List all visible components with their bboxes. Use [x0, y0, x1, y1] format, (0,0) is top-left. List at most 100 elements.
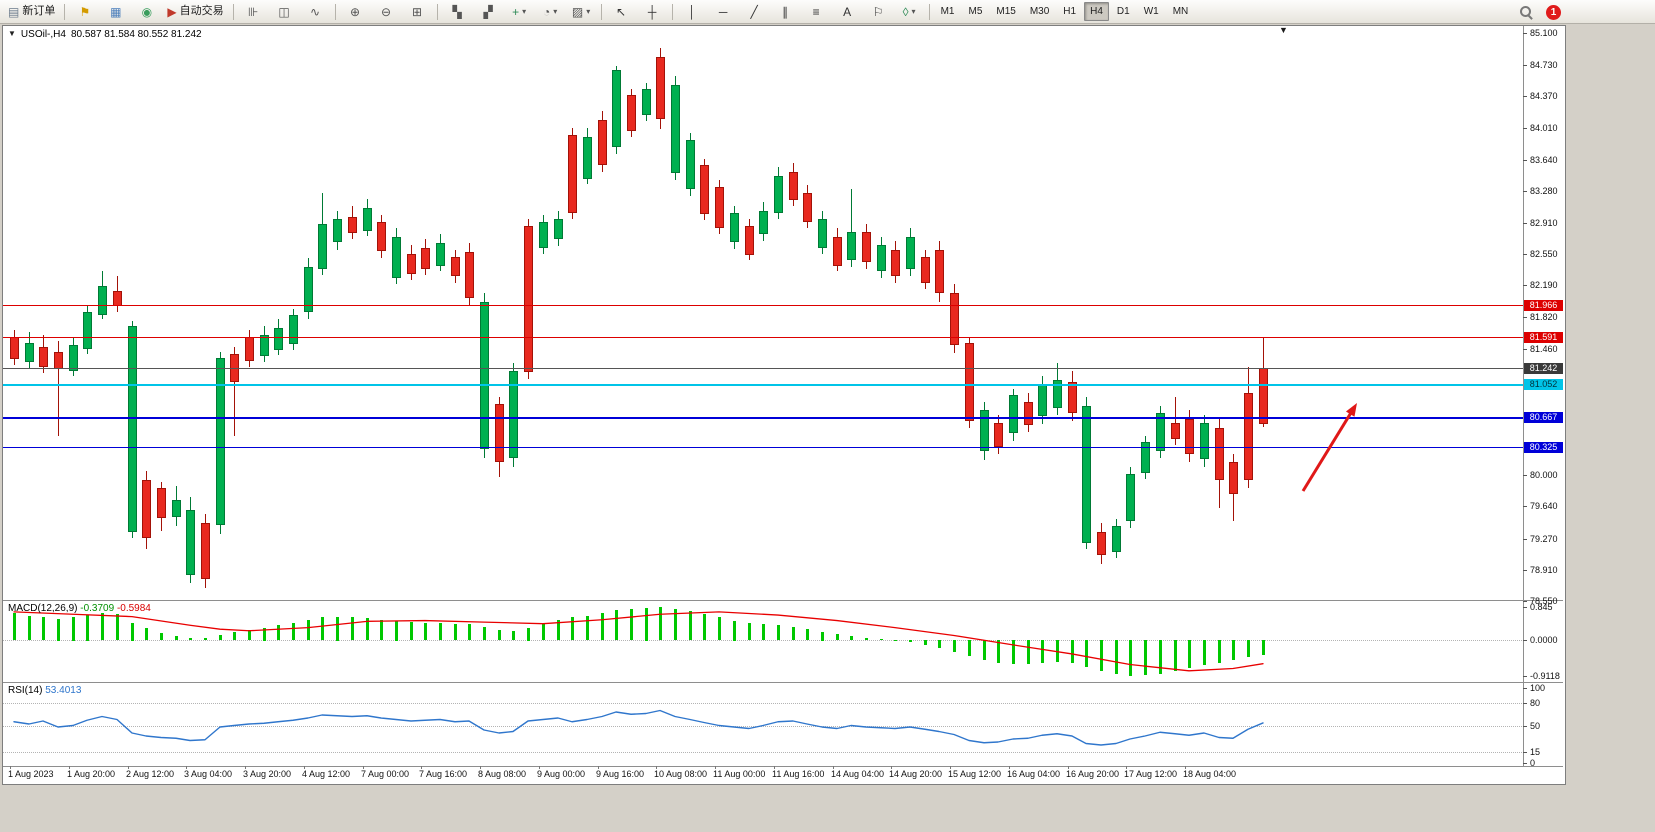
- template-button[interactable]: ▨ ▾: [567, 1, 596, 22]
- timeframe-w1[interactable]: W1: [1143, 6, 1159, 17]
- timeframe-m15[interactable]: M15: [996, 6, 1016, 17]
- price-tick-label: 82.190: [1530, 280, 1558, 290]
- horizontal-line-81.966[interactable]: [3, 305, 1523, 306]
- time-tick-mark: [128, 766, 129, 769]
- tile-windows-icon[interactable]: ⊞: [403, 1, 432, 22]
- price-tick-label: 78.910: [1530, 565, 1558, 575]
- horizontal-line-81.242[interactable]: [3, 368, 1523, 369]
- macd-histogram-bar: [1203, 640, 1206, 665]
- time-tick-mark: [1009, 766, 1010, 769]
- timeframe-mn[interactable]: MN: [1172, 6, 1189, 17]
- crosshair-icon[interactable]: ┼: [638, 1, 667, 22]
- candle-body: [1200, 423, 1209, 459]
- candle-body: [304, 267, 313, 312]
- macd-tick-label: 0.0000: [1530, 635, 1558, 645]
- shapes-button[interactable]: ◊ ▾: [895, 1, 924, 22]
- search-icon-circle: [1520, 6, 1531, 17]
- candle-body: [54, 352, 63, 369]
- time-tick-mark: [10, 766, 11, 769]
- macd-histogram-bar: [1071, 640, 1074, 663]
- cascade-icon[interactable]: ▞: [474, 1, 503, 22]
- periods-button[interactable]: ◔ ▾: [536, 1, 565, 22]
- candle-body: [1009, 395, 1018, 433]
- cursor-icon[interactable]: ↖: [607, 1, 636, 22]
- market-watch-icon[interactable]: ▦: [101, 1, 130, 22]
- price-tick-label: 80.000: [1530, 470, 1558, 480]
- candle-body: [142, 480, 151, 538]
- periods-icon: ◔: [542, 4, 551, 19]
- candle-body: [598, 120, 607, 165]
- rsi-tick-mark: [1523, 752, 1527, 753]
- panel-splitter[interactable]: [3, 600, 1563, 601]
- auto-arrange-icon[interactable]: ▚: [443, 1, 472, 22]
- navigator-icon[interactable]: ◉: [132, 1, 161, 22]
- line-chart-icon[interactable]: ∿: [301, 1, 330, 22]
- toolbar-separator: [64, 3, 66, 20]
- arrows-icon[interactable]: ⚐: [864, 1, 893, 22]
- zoom-out-icon[interactable]: ⊖: [372, 1, 401, 22]
- macd-histogram-bar: [542, 624, 545, 640]
- price-tick-label: 78.550: [1530, 596, 1558, 606]
- channel-icon[interactable]: ∥: [771, 1, 800, 22]
- time-tick-mark: [421, 766, 422, 769]
- macd-histogram-bar: [997, 640, 1000, 663]
- macd-histogram-bar: [1232, 640, 1235, 660]
- autotrading-button[interactable]: ▶ 自动交易: [163, 1, 227, 22]
- timeframe-h1[interactable]: H1: [1063, 6, 1077, 17]
- time-label: 1 Aug 2023: [8, 769, 54, 779]
- text-icon[interactable]: A: [833, 1, 862, 22]
- bar-chart-icon[interactable]: ⊪: [239, 1, 268, 22]
- timeframe-d1[interactable]: D1: [1116, 6, 1130, 17]
- dropdown-arrow-icon: ▾: [586, 6, 591, 16]
- candle-body: [1024, 402, 1033, 425]
- time-label: 17 Aug 12:00: [1124, 769, 1178, 779]
- horizontal-line-81.052[interactable]: [3, 384, 1523, 386]
- time-tick-mark: [715, 766, 716, 769]
- timeframe-h4[interactable]: H4: [1084, 2, 1109, 21]
- price-tick-mark: [1523, 601, 1527, 602]
- indicators-button[interactable]: + ▾: [505, 1, 534, 22]
- vertical-line-icon[interactable]: │: [678, 1, 707, 22]
- timeframe-m1[interactable]: M1: [940, 6, 955, 17]
- horizontal-line-icon[interactable]: ─: [709, 1, 738, 22]
- candle-body: [1112, 526, 1121, 552]
- new-order-button[interactable]: ▤ 新订单: [4, 1, 59, 22]
- panel-splitter[interactable]: [3, 682, 1563, 683]
- candle-body: [480, 302, 489, 449]
- macd-histogram-bar: [1218, 640, 1221, 663]
- alert-icon[interactable]: ⚑: [70, 1, 99, 22]
- price-tick-label: 83.280: [1530, 186, 1558, 196]
- time-label: 9 Aug 00:00: [537, 769, 586, 779]
- time-tick-mark: [656, 766, 657, 769]
- candle-body: [39, 347, 48, 367]
- candle-wick: [58, 341, 59, 436]
- trendline-icon[interactable]: ╱: [740, 1, 769, 22]
- macd-histogram-bar: [659, 607, 662, 640]
- candle-body: [1156, 413, 1165, 451]
- price-tick-mark: [1523, 65, 1527, 66]
- macd-histogram-bar: [13, 613, 16, 640]
- search-icon[interactable]: [1518, 4, 1534, 20]
- notification-badge[interactable]: 1: [1546, 4, 1561, 20]
- price-badge-80.667: 80.667: [1524, 412, 1563, 423]
- timeframe-m5[interactable]: M5: [968, 6, 983, 17]
- fibonacci-icon[interactable]: ≡: [802, 1, 831, 22]
- zoom-in-icon[interactable]: ⊕: [341, 1, 370, 22]
- horizontal-line-81.591[interactable]: [3, 337, 1523, 338]
- candle-body: [274, 328, 283, 350]
- timeframe-m30[interactable]: M30: [1029, 6, 1050, 17]
- candle-body: [348, 217, 357, 233]
- candle-body: [113, 291, 122, 306]
- macd-histogram-bar: [512, 631, 515, 640]
- macd-histogram-bar: [953, 640, 956, 652]
- candle-body: [730, 213, 739, 242]
- macd-histogram-bar: [468, 624, 471, 640]
- macd-histogram-bar: [72, 617, 75, 641]
- horizontal-line-80.325[interactable]: [3, 447, 1523, 448]
- horizontal-line-80.667[interactable]: [3, 417, 1523, 419]
- symbol-dropdown-icon[interactable]: ▼: [8, 29, 16, 38]
- time-tick-mark: [245, 766, 246, 769]
- candlestick-chart-icon[interactable]: ◫: [270, 1, 299, 22]
- dropdown-arrow-icon: ▾: [522, 6, 527, 16]
